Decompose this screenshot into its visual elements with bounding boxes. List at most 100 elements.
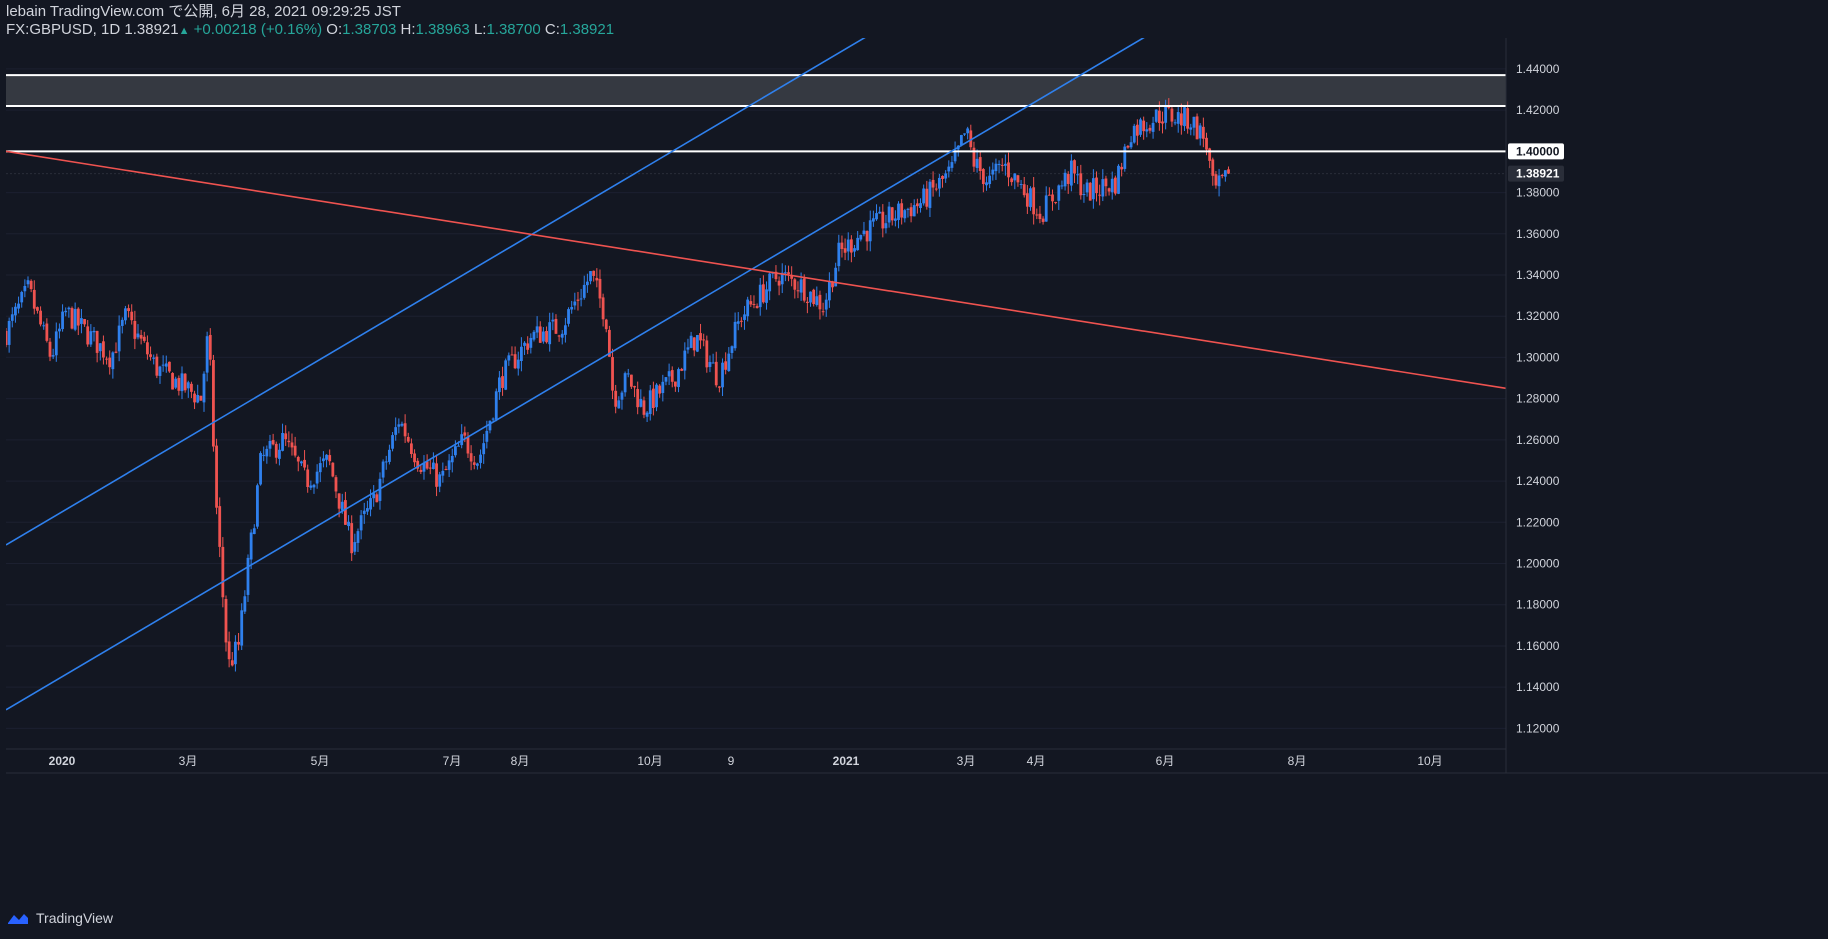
candle-body xyxy=(14,306,17,316)
candle-body xyxy=(171,373,174,390)
candle xyxy=(761,275,765,304)
candle-body xyxy=(177,377,181,391)
candle-body xyxy=(350,523,354,554)
candle-body xyxy=(922,188,926,204)
candle xyxy=(1044,186,1048,222)
candle-body xyxy=(180,373,184,392)
candle-body xyxy=(959,135,963,146)
candle-body xyxy=(51,355,55,357)
candle xyxy=(494,388,498,422)
candle-body xyxy=(193,393,196,403)
candle-body xyxy=(1192,116,1196,128)
candle xyxy=(601,293,605,327)
candle xyxy=(626,368,630,378)
candle xyxy=(686,338,690,354)
candle-body xyxy=(1091,178,1095,200)
candle-body xyxy=(554,318,558,334)
candle-body xyxy=(274,443,278,458)
candle-body xyxy=(139,335,143,339)
candle-body xyxy=(834,267,838,287)
candle-body xyxy=(717,386,721,388)
time-axis: 2020 3月 5月 7月 8月 10月 9 2021 3月 4月 6月 8月 10月 xyxy=(49,754,1443,768)
candle-body xyxy=(780,272,784,285)
price-tick-label: 1.12000 xyxy=(1516,721,1560,735)
candle xyxy=(513,346,517,370)
candle xyxy=(221,537,225,608)
candle-body xyxy=(859,234,863,240)
candle-body xyxy=(884,223,888,229)
close-label: C: xyxy=(544,21,560,38)
candle-body xyxy=(64,310,68,313)
candle-body xyxy=(1104,178,1108,187)
candle-body xyxy=(897,203,900,221)
candle-body xyxy=(325,454,328,460)
last-price: 1.38921 xyxy=(124,21,179,38)
candle xyxy=(218,497,222,558)
candle xyxy=(472,455,476,470)
candle xyxy=(636,381,640,415)
candle xyxy=(441,462,445,483)
candle-body xyxy=(909,207,913,217)
candle-body xyxy=(510,354,514,356)
candle xyxy=(890,206,894,226)
candle xyxy=(164,355,168,373)
candle xyxy=(934,183,938,192)
candle xyxy=(633,385,636,398)
price-tag-label: 1.40000 xyxy=(1516,144,1560,158)
candle-body xyxy=(444,469,448,471)
candle-body xyxy=(633,386,636,388)
candle xyxy=(695,334,699,353)
candle xyxy=(237,632,240,651)
candle-body xyxy=(1183,107,1186,127)
candle-body xyxy=(155,356,159,376)
candle-body xyxy=(124,308,127,321)
price-tick-label: 1.34000 xyxy=(1516,268,1560,282)
candle-body xyxy=(246,557,250,595)
candle-body xyxy=(39,310,42,325)
candle-body xyxy=(212,360,215,447)
candle xyxy=(576,291,580,311)
candle-body xyxy=(322,458,325,462)
candle-body xyxy=(243,596,247,612)
candle-body xyxy=(1003,163,1007,166)
candle xyxy=(1129,136,1133,150)
candle-body xyxy=(739,320,743,322)
candle-body xyxy=(164,363,168,367)
time-tick-label: 6月 xyxy=(1156,754,1175,768)
candle xyxy=(26,276,30,288)
candle-body xyxy=(607,329,611,357)
candle-body xyxy=(32,289,36,309)
price-tick-label: 1.22000 xyxy=(1516,515,1560,529)
time-tick-label: 7月 xyxy=(443,754,462,768)
candle xyxy=(849,235,853,263)
candle-body xyxy=(702,339,706,341)
candle-body xyxy=(1167,106,1171,108)
candle-body xyxy=(1129,142,1133,148)
candle xyxy=(331,462,335,478)
candle xyxy=(1148,124,1152,134)
candle xyxy=(406,432,410,443)
price-tick-label: 1.42000 xyxy=(1516,103,1560,117)
candle xyxy=(469,445,473,471)
candle-body xyxy=(347,521,350,527)
candle xyxy=(648,385,652,421)
candle-body xyxy=(686,347,690,350)
candle xyxy=(318,456,322,483)
price-tick-label: 1.44000 xyxy=(1516,62,1560,76)
candle-body xyxy=(469,453,473,462)
candle xyxy=(1003,154,1007,176)
candle-body xyxy=(783,272,787,274)
candle-body xyxy=(567,309,570,324)
candle-body xyxy=(278,449,281,459)
candle-body xyxy=(256,485,259,527)
candle-body xyxy=(372,493,376,499)
candle-body xyxy=(758,284,762,308)
candle xyxy=(102,335,105,365)
candle xyxy=(1117,164,1120,195)
candle xyxy=(328,449,332,466)
candle xyxy=(617,396,621,409)
time-tick-label: 8月 xyxy=(511,754,530,768)
price-tick-label: 1.36000 xyxy=(1516,227,1560,241)
candle-body xyxy=(1029,188,1032,208)
